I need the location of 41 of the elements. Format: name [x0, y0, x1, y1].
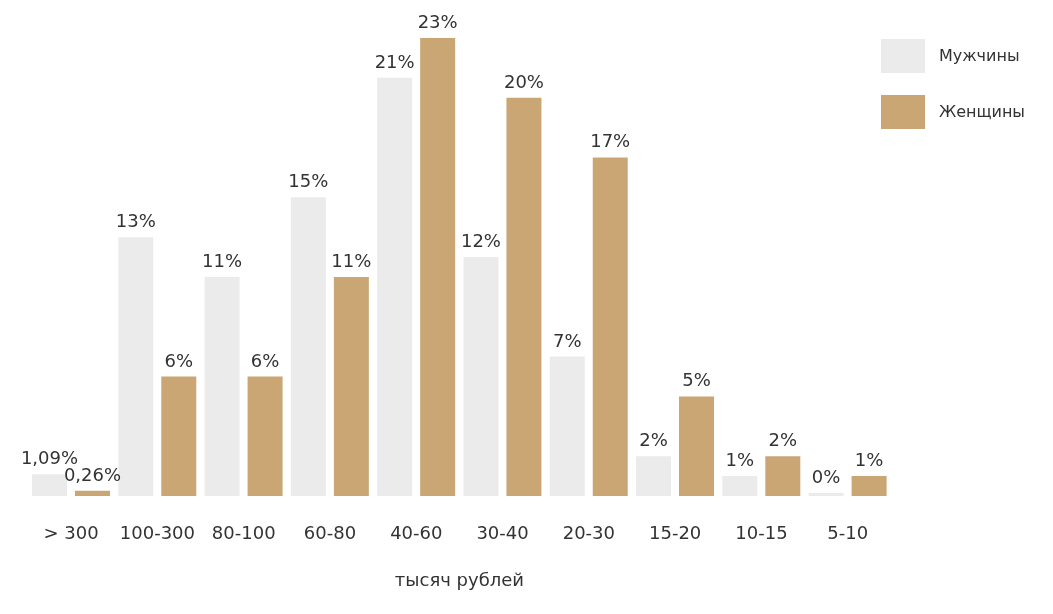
- legend-label: Женщины: [938, 101, 1025, 123]
- legend-label: Мужчины: [938, 45, 1020, 67]
- x-axis-title: тысяч рублей: [394, 569, 525, 590]
- bar: [592, 157, 628, 496]
- data-label: 20%: [503, 70, 544, 92]
- data-label: 1%: [854, 449, 884, 471]
- bar: [333, 276, 369, 496]
- bar: [420, 38, 456, 496]
- x-tick-label: 15-20: [649, 521, 702, 543]
- x-tick-label: 40-60: [390, 521, 443, 543]
- x-tick-label: 80-100: [211, 521, 276, 543]
- x-tick-label: 10-15: [735, 521, 788, 543]
- data-label: 11%: [331, 249, 372, 271]
- data-label: 21%: [374, 50, 415, 72]
- data-label: 23%: [417, 11, 458, 32]
- data-label: 2%: [639, 429, 668, 451]
- data-label: 13%: [115, 210, 156, 232]
- bar: [679, 396, 715, 496]
- x-tick-label: 20-30: [562, 521, 616, 543]
- x-tick-label: > 300: [43, 521, 99, 543]
- data-label: 15%: [288, 170, 329, 192]
- x-tick-label: 60-80: [303, 521, 357, 543]
- bar: [161, 376, 197, 496]
- data-label: 6%: [250, 349, 280, 371]
- data-label: 11%: [202, 249, 243, 271]
- data-label: 12%: [460, 230, 501, 252]
- x-tick-label: 5-10: [827, 521, 869, 543]
- bar: [506, 97, 542, 496]
- data-label: 1%: [725, 449, 755, 471]
- data-label: 7%: [552, 329, 582, 351]
- data-label: 5%: [682, 369, 711, 391]
- x-tick-label: 30-40: [476, 521, 529, 543]
- x-tick-label: 100-300: [119, 521, 196, 543]
- bar: [765, 456, 801, 496]
- data-label: 2%: [768, 429, 798, 451]
- data-label: 0%: [811, 466, 841, 487]
- data-label: 17%: [590, 130, 631, 152]
- bar: [851, 476, 887, 496]
- bar: [247, 376, 283, 496]
- data-label: 6%: [164, 349, 194, 371]
- bar: [75, 490, 110, 496]
